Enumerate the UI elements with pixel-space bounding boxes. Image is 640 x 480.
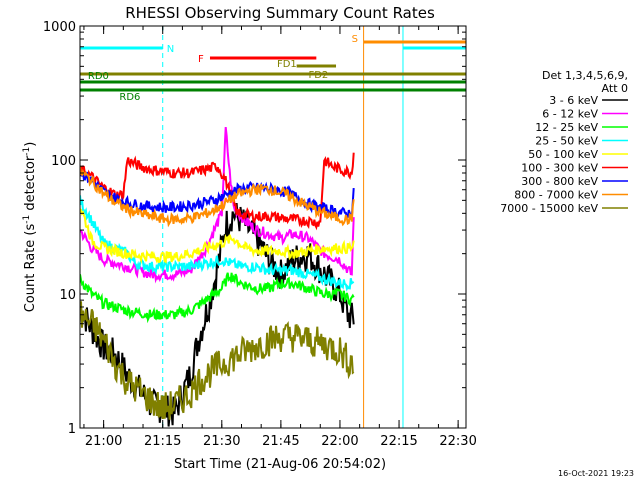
x-tick-label: 21:45 xyxy=(262,434,299,449)
y-tick-label: 10 xyxy=(59,288,76,303)
x-tick-label: 22:00 xyxy=(321,434,358,449)
series-line xyxy=(80,301,355,420)
x-tick-label: 21:30 xyxy=(203,434,240,449)
y-tick-label: 100 xyxy=(51,154,76,169)
annotation-label: FD2 xyxy=(308,70,328,81)
legend-title: Att 0 xyxy=(602,82,628,95)
legend-entry-label: 7000 - 15000 keV xyxy=(500,202,598,215)
y-axis-label: Count Rate (s-1 detector-1) xyxy=(22,142,38,313)
timestamp: 16-Oct-2021 19:23 xyxy=(558,469,634,478)
legend-entry-label: 50 - 100 keV xyxy=(528,148,598,161)
annotation-label: RD6 xyxy=(119,92,140,103)
annotation-label: N xyxy=(167,44,174,55)
series-line xyxy=(80,152,355,231)
annotation-label: FD1 xyxy=(277,59,297,70)
legend-title: Det 1,3,4,5,6,9, xyxy=(542,69,628,82)
x-tick-label: 21:15 xyxy=(144,434,181,449)
series-line xyxy=(80,171,355,220)
series-line xyxy=(80,166,355,228)
legend-entry-label: 25 - 50 keV xyxy=(535,135,598,148)
legend-entry-label: 800 - 7000 keV xyxy=(514,189,598,202)
x-tick-label: 21:00 xyxy=(85,434,122,449)
x-tick-label: 22:30 xyxy=(439,434,476,449)
annotation-label: RD0 xyxy=(88,71,109,82)
x-tick-label: 22:15 xyxy=(380,434,417,449)
legend-entry-label: 3 - 6 keV xyxy=(549,94,598,107)
y-tick-label: 1000 xyxy=(43,20,76,35)
plot-frame xyxy=(79,25,467,429)
legend-entry-label: 100 - 300 keV xyxy=(521,162,598,175)
annotation-label: S xyxy=(352,34,358,45)
series-line xyxy=(80,126,355,284)
x-axis-label: Start Time (21-Aug-06 20:54:02) xyxy=(174,457,386,472)
legend-entry-label: 300 - 800 keV xyxy=(521,175,598,188)
series-line xyxy=(80,272,355,324)
annotation-label: F xyxy=(198,54,204,65)
legend-entry-label: 12 - 25 keV xyxy=(535,121,598,134)
chart-title: RHESSI Observing Summary Count Rates xyxy=(125,4,435,22)
legend-entry-label: 6 - 12 keV xyxy=(542,108,598,121)
series-line xyxy=(80,208,355,265)
y-tick-label: 1 xyxy=(68,422,76,437)
